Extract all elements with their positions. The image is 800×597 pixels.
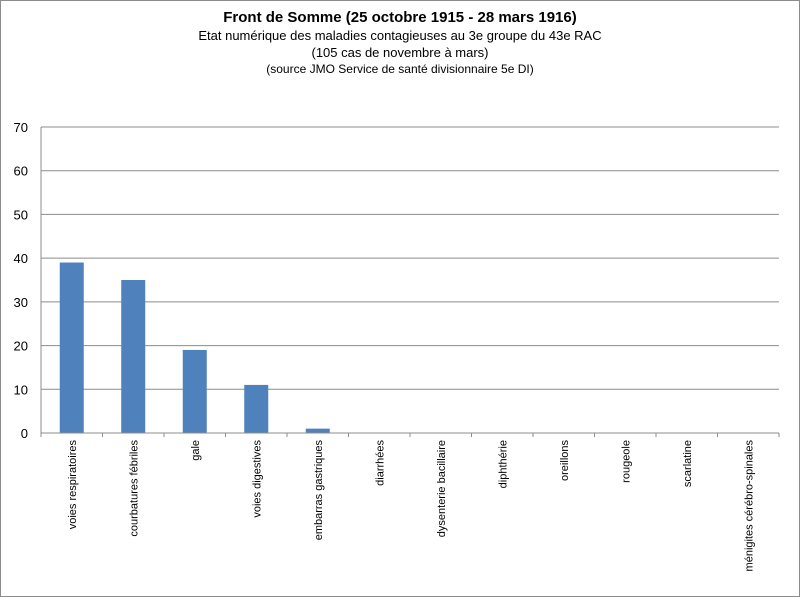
bar	[244, 384, 269, 433]
bar	[59, 262, 84, 433]
x-tick-label: courbatures fébriles	[128, 440, 140, 537]
bar	[121, 280, 146, 433]
x-tick-label: diphthérie	[497, 440, 509, 488]
chart-subtitle-3: (source JMO Service de santé divisionnai…	[266, 62, 534, 76]
bar	[182, 349, 207, 433]
chart-subtitle-1: Etat numérique des maladies contagieuses…	[198, 28, 602, 43]
y-axis-ticks: 0 10 20 30 40 50 60 70	[14, 120, 28, 441]
x-tick-label: gale	[190, 440, 202, 461]
chart-title: Front de Somme (25 octobre 1915 - 28 mar…	[223, 9, 577, 26]
x-tick-label: embarras gastriques	[313, 440, 325, 541]
bars	[59, 262, 330, 433]
y-tick-label: 50	[14, 207, 28, 222]
chart-subtitle-2: (105 cas de novembre à mars)	[311, 45, 489, 60]
y-tick-label: 60	[14, 164, 28, 179]
gridlines	[41, 126, 779, 390]
x-tick-label: rougeole	[620, 440, 632, 483]
y-tick-label: 40	[14, 251, 28, 266]
x-tick-label: ménigites cérébro-spinales	[743, 440, 755, 572]
x-tick-label: voies digestives	[251, 440, 263, 518]
x-axis-labels: voies respiratoires courbatures fébriles g…	[67, 440, 756, 572]
bar	[305, 428, 330, 433]
x-tick-label: voies respiratoires	[67, 440, 79, 530]
chart-title-block: Front de Somme (25 octobre 1915 - 28 mar…	[0, 8, 800, 77]
y-tick-label: 10	[14, 382, 28, 397]
y-tick-label: 30	[14, 295, 28, 310]
x-tick-label: dysenterie bacillaire	[436, 440, 448, 537]
x-tick-label: oreillons	[559, 440, 571, 481]
x-tick-label: scarlatine	[682, 440, 694, 487]
y-tick-label: 0	[21, 426, 28, 441]
x-tick-label: diarrhées	[374, 440, 386, 486]
axes	[40, 127, 780, 437]
y-tick-label: 70	[14, 120, 28, 135]
y-tick-label: 20	[14, 339, 28, 354]
